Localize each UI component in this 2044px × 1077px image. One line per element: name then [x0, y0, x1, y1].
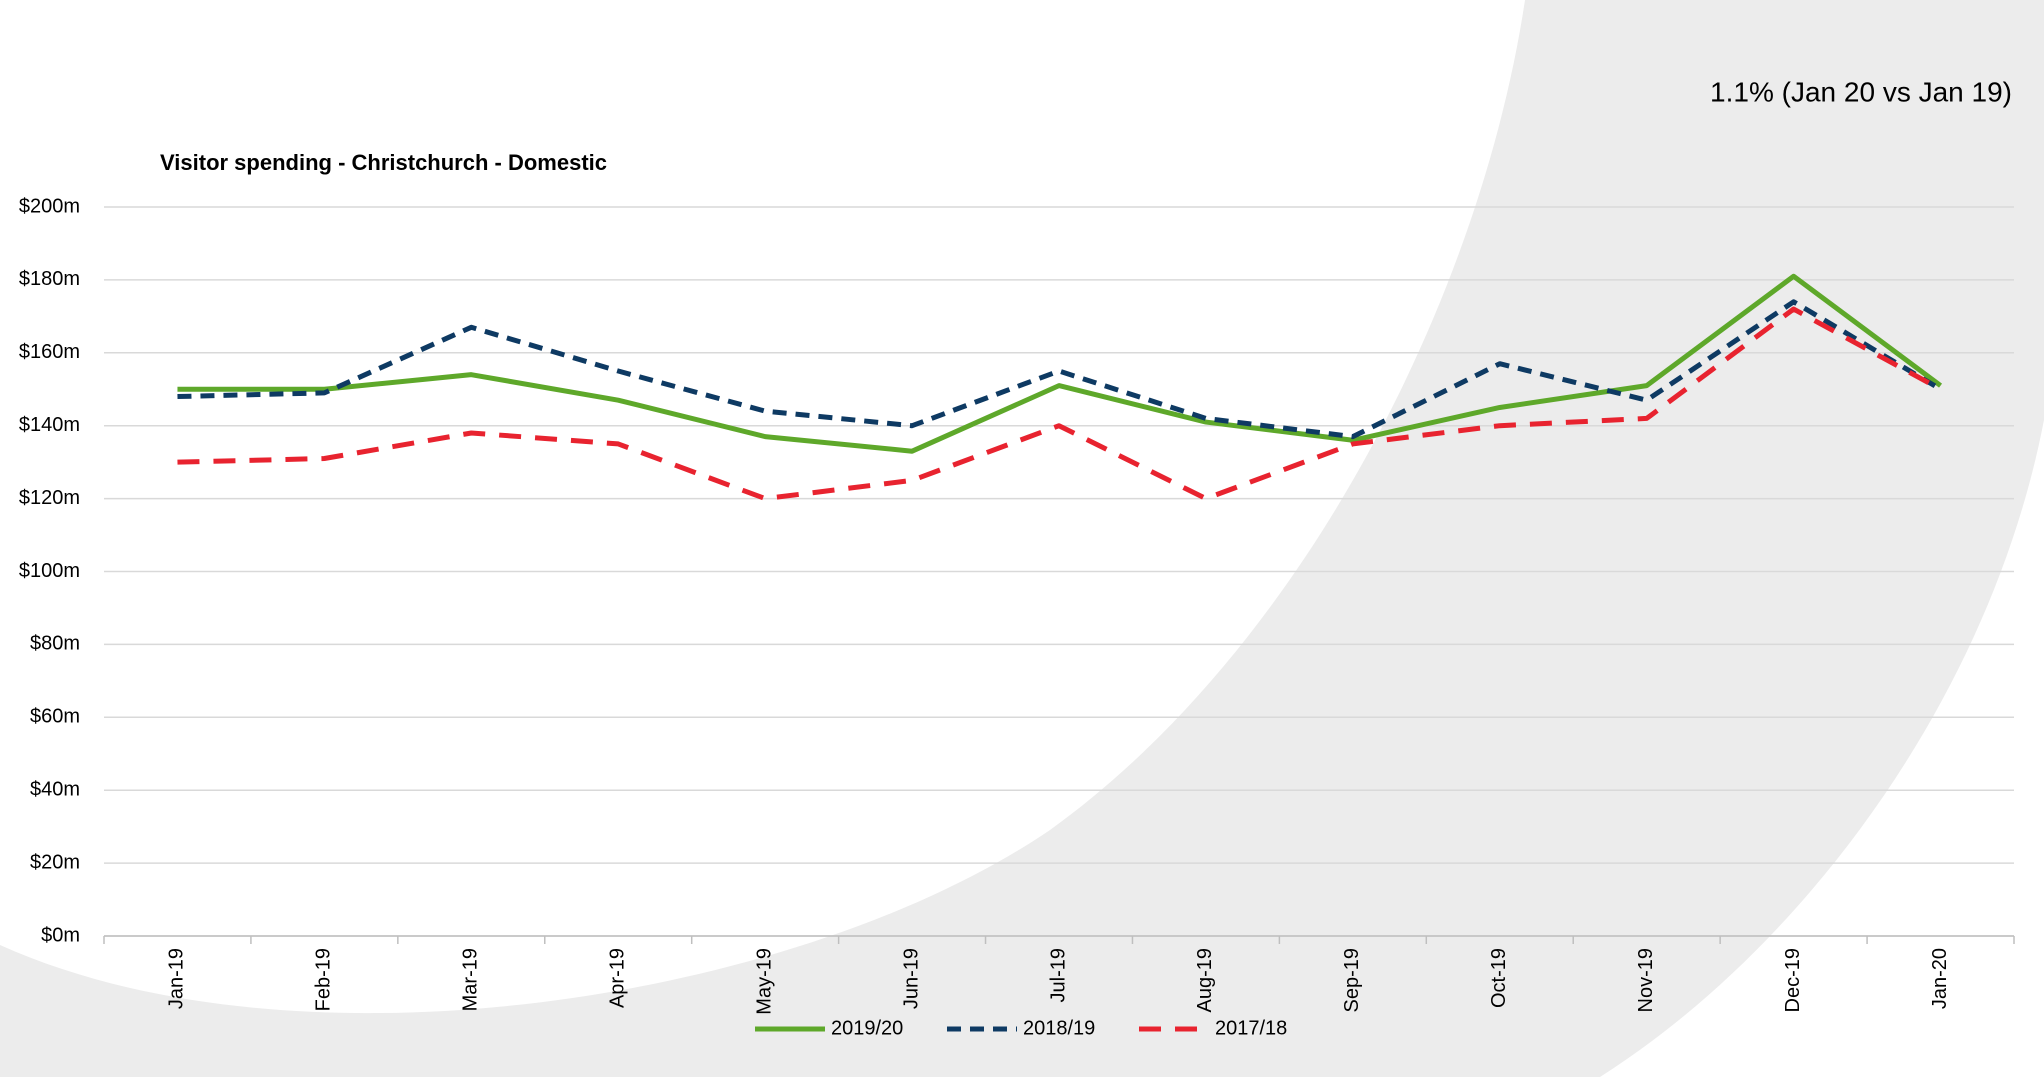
- annotation: 1.1% (Jan 20 vs Jan 19): [1710, 76, 2012, 107]
- legend-item: 2017/18: [1139, 1017, 1287, 1039]
- x-tick-label: Jan-19: [166, 948, 188, 1009]
- x-tick-label: Dec-19: [1782, 948, 1804, 1012]
- y-tick-label: $40m: [30, 778, 80, 800]
- legend-label: 2018/19: [1023, 1017, 1095, 1039]
- x-tick-label: May-19: [753, 948, 775, 1015]
- chart-title: Visitor spending - Christchurch - Domest…: [160, 150, 607, 175]
- series-line: [177, 273, 1943, 454]
- x-tick-label: Apr-19: [607, 948, 629, 1008]
- y-tick-label: $200m: [19, 195, 80, 217]
- x-tick-label: Jul-19: [1047, 948, 1069, 1002]
- legend-label: 2019/20: [831, 1017, 903, 1039]
- x-tick-label: Feb-19: [313, 948, 335, 1011]
- x-tick-label: Jun-19: [900, 948, 922, 1009]
- y-tick-label: $140m: [19, 414, 80, 436]
- series-line: [177, 299, 1942, 440]
- y-tick-label: $20m: [30, 851, 80, 873]
- y-tick-label: $80m: [30, 633, 80, 655]
- legend-label: 2017/18: [1215, 1017, 1287, 1039]
- x-tick-label: Mar-19: [460, 948, 482, 1011]
- y-tick-label: $160m: [19, 341, 80, 363]
- y-tick-label: $120m: [19, 487, 80, 509]
- y-tick-label: $60m: [30, 706, 80, 728]
- x-tick-label: Jan-20: [1929, 948, 1951, 1009]
- legend-item: 2019/20: [755, 1017, 903, 1039]
- x-tick-label: Sep-19: [1341, 948, 1363, 1013]
- legend-item: 2018/19: [947, 1017, 1095, 1039]
- y-tick-label: $180m: [19, 268, 80, 290]
- x-tick-label: Nov-19: [1635, 948, 1657, 1012]
- x-tick-label: Oct-19: [1488, 948, 1510, 1008]
- y-tick-label: $0m: [41, 924, 80, 946]
- x-tick-label: Aug-19: [1194, 948, 1216, 1013]
- series-line: [177, 306, 1942, 502]
- y-tick-label: $100m: [19, 560, 80, 582]
